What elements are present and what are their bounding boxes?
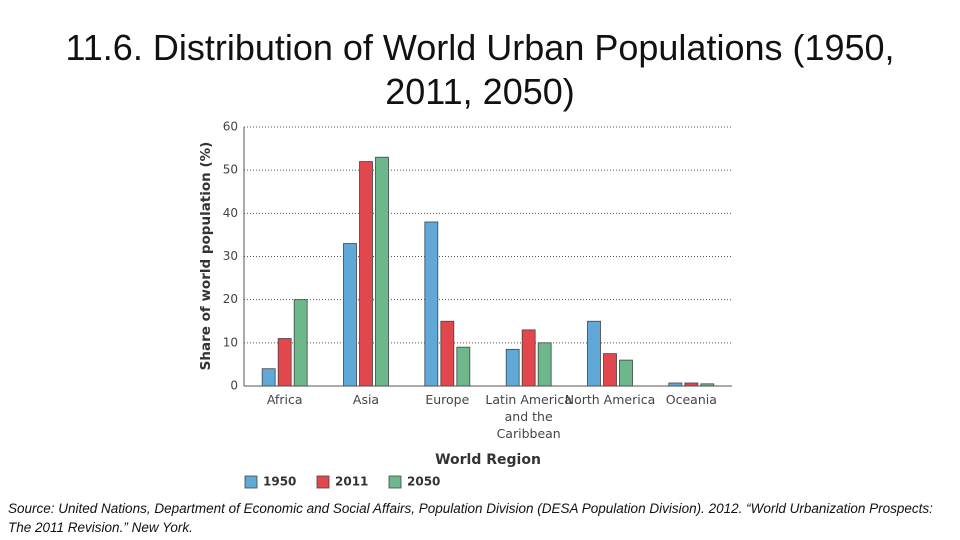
bar <box>375 156 389 387</box>
bar <box>537 342 552 387</box>
bar <box>700 383 715 387</box>
x-tick-label: Africa <box>266 392 303 407</box>
bar <box>619 359 633 387</box>
legend-swatch <box>244 475 258 489</box>
bar <box>293 299 308 387</box>
bar <box>521 329 536 387</box>
bar <box>343 243 357 387</box>
y-tick-label: 60 <box>223 120 238 134</box>
x-tick-label: Oceania <box>665 392 717 407</box>
bar <box>456 346 471 387</box>
bar <box>684 382 699 387</box>
slide-title: 11.6. Distribution of World Urban Popula… <box>65 27 895 112</box>
bar <box>505 348 520 387</box>
bar <box>277 338 292 387</box>
x-tick-label: Latin America and the Caribbean <box>485 392 572 441</box>
bar <box>261 368 276 387</box>
y-tick-label: 40 <box>223 206 238 220</box>
bar <box>603 353 617 387</box>
legend-swatch <box>388 475 402 489</box>
x-tick-label: Asia <box>352 392 380 407</box>
x-axis-title: World Region <box>435 452 541 468</box>
bar <box>587 320 601 387</box>
y-tick-label: 10 <box>223 335 238 349</box>
legend-label: 1950 <box>263 475 296 489</box>
legend-label: 2050 <box>407 475 440 489</box>
legend-label: 2011 <box>335 475 368 489</box>
legend-swatch <box>316 475 330 489</box>
y-tick-label: 0 <box>230 379 238 393</box>
bar <box>440 320 455 387</box>
bar <box>424 221 439 387</box>
bar <box>359 161 373 387</box>
bar <box>668 382 683 387</box>
source-note: Source: United Nations, Department of Ec… <box>8 501 933 535</box>
x-tick-label: North America <box>564 392 656 407</box>
y-tick-label: 20 <box>223 292 238 306</box>
y-tick-label: 50 <box>223 163 238 177</box>
x-tick-label: Europe <box>425 392 470 407</box>
y-axis-title: Share of world population (%) <box>198 142 214 371</box>
y-tick-label: 30 <box>223 249 238 263</box>
